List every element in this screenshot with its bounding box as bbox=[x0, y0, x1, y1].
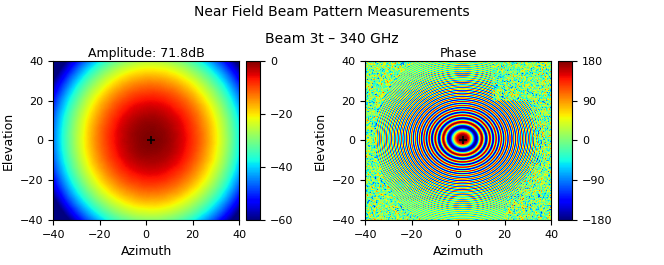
Y-axis label: Elevation: Elevation bbox=[313, 111, 327, 170]
X-axis label: Azimuth: Azimuth bbox=[432, 245, 484, 258]
Y-axis label: Elevation: Elevation bbox=[1, 111, 15, 170]
X-axis label: Azimuth: Azimuth bbox=[120, 245, 172, 258]
Title: Amplitude: 71.8dB: Amplitude: 71.8dB bbox=[88, 47, 205, 60]
Title: Phase: Phase bbox=[440, 47, 477, 60]
Text: Beam 3t – 340 GHz: Beam 3t – 340 GHz bbox=[265, 32, 399, 46]
Text: Near Field Beam Pattern Measurements: Near Field Beam Pattern Measurements bbox=[194, 5, 470, 19]
